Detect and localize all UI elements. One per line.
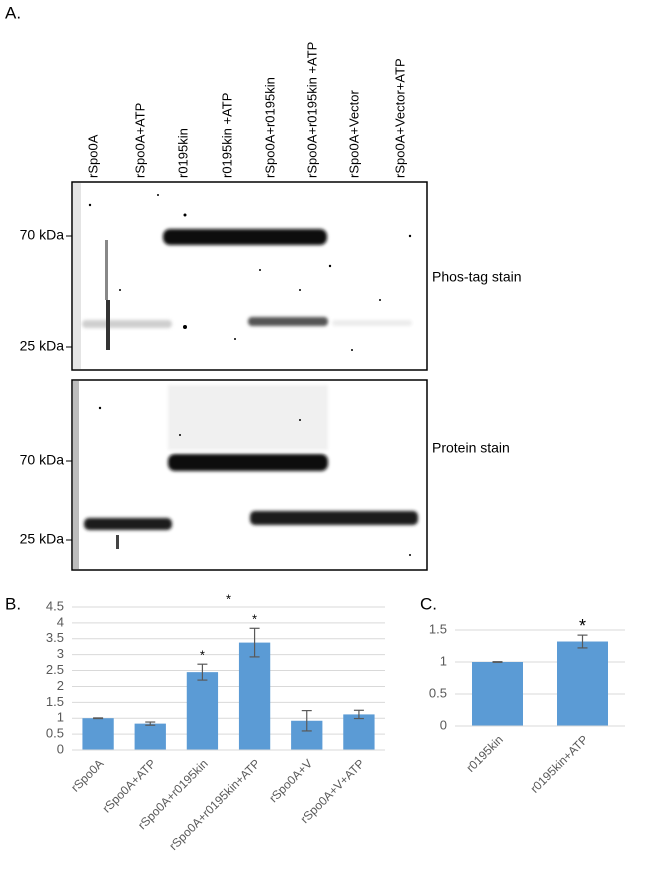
bar <box>238 642 271 750</box>
lane-label: rSpo0A+r0195kin +ATP <box>304 42 319 178</box>
bar <box>186 672 219 750</box>
y-tick-label: 1 <box>57 710 64 725</box>
error-bar <box>492 661 503 663</box>
y-tick-label: 4 <box>57 614 64 629</box>
lane-label: rSpo0A+ATP <box>132 103 147 178</box>
band <box>248 317 328 326</box>
significance-mark: * <box>252 612 257 627</box>
marker-label: 70 kDa <box>20 227 65 243</box>
bar <box>472 662 523 726</box>
y-tick-label: 1.5 <box>429 621 447 636</box>
lane-label: rSpo0A+Vector+ATP <box>392 58 407 178</box>
edge-smear <box>73 381 79 569</box>
bar <box>343 714 375 750</box>
error-bar <box>93 717 104 720</box>
marker-label: 25 kDa <box>20 338 65 354</box>
significance-mark: * <box>226 591 231 606</box>
band <box>84 518 172 530</box>
y-tick-label: 2.5 <box>46 662 64 677</box>
band <box>82 320 172 328</box>
lane-label: rSpo0A <box>85 134 100 178</box>
y-tick-label: 3 <box>57 646 64 661</box>
panel-label: C. <box>420 594 437 613</box>
error-bar <box>249 627 260 658</box>
band <box>332 320 412 326</box>
lane-label: rSpo0A+Vector <box>346 90 361 178</box>
edge-smear <box>73 183 81 369</box>
y-tick-label: 0 <box>57 741 64 756</box>
speckles <box>88 194 412 351</box>
error-bar <box>353 709 364 720</box>
panel-label: B. <box>5 594 21 613</box>
x-tick-label: r0195kin <box>463 732 505 774</box>
bands <box>84 385 418 530</box>
error-bar <box>197 663 208 681</box>
speckles <box>98 406 411 556</box>
blot-protein: 70 kDa 25 kDa Protein stain <box>20 379 510 571</box>
y-tick-label: 2 <box>57 678 64 693</box>
blot-phostag: 70 kDa 25 kDa Phos-tag stain <box>20 181 522 371</box>
lane-labels: rSpo0A rSpo0A+ATP r0195kin r0195kin +ATP rSp… <box>85 42 407 178</box>
error-bar <box>577 634 588 649</box>
lane-label: r0195kin +ATP <box>219 93 234 178</box>
marker-label: 70 kDa <box>20 452 65 468</box>
error-bar <box>301 709 312 732</box>
y-tick-label: 0.5 <box>46 726 64 741</box>
x-tick-label: rSpo0A+r0195kin+ATP <box>166 756 263 853</box>
lane-label: r0195kin <box>175 128 190 178</box>
bar <box>134 723 166 750</box>
y-tick-label: 3.5 <box>46 630 64 645</box>
y-tick-label: 1.5 <box>46 694 64 709</box>
stain-label: Protein stain <box>432 440 510 456</box>
band <box>250 511 418 525</box>
lane-label: rSpo0A+r0195kin <box>262 77 277 178</box>
y-tick-label: 4.5 <box>46 598 64 613</box>
x-tick-label: rSpo0A <box>68 756 106 794</box>
blot-frame <box>71 181 428 371</box>
significance-mark: * <box>200 648 205 663</box>
error-bar <box>145 721 156 726</box>
bar <box>557 641 608 726</box>
x-tick-label: rSpo0A+V <box>266 756 315 805</box>
marker-label: 25 kDa <box>20 531 65 547</box>
bands <box>82 229 412 328</box>
bar <box>82 718 114 750</box>
panel-label: A. <box>5 3 21 22</box>
smear <box>168 385 328 450</box>
band <box>163 229 327 245</box>
x-tick-label: r0195kin+ATP <box>528 732 591 795</box>
significance-mark: * <box>579 616 586 636</box>
band <box>168 454 328 471</box>
y-tick-label: 0.5 <box>429 685 447 700</box>
y-tick-label: 0 <box>440 717 447 732</box>
y-tick-label: 1 <box>440 653 447 668</box>
stain-label: Phos-tag stain <box>432 269 522 285</box>
